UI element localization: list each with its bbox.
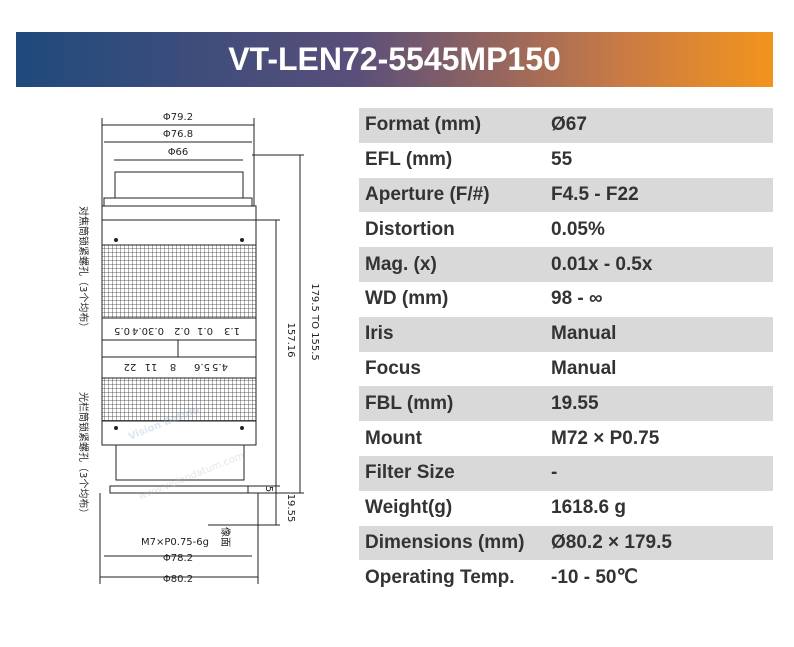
spec-label: Dimensions (mm) [365, 531, 525, 553]
spec-row: Filter Size - [359, 455, 773, 491]
spec-value: 0.01x - 0.5x [551, 253, 653, 275]
spec-label: Format (mm) [365, 114, 482, 136]
spec-row: Mount M72 × P0.75 [359, 421, 773, 456]
watermark-text: www.visiondatum.com [137, 450, 246, 503]
focus-scale: 0.1 [197, 325, 213, 336]
spec-row: Operating Temp. -10 - 50℃ [359, 560, 773, 595]
spec-label: Distortion [365, 218, 455, 240]
spec-table: Format (mm) Ø67 EFL (mm) 55 Aperture (F/#) F4… [359, 108, 773, 595]
dimension-label: M7×P0.75-6g [141, 537, 209, 548]
aperture-scale: 8 [170, 361, 176, 372]
focus-scale: 0.5 [114, 325, 130, 336]
dimension-label: 19.55 [285, 494, 296, 523]
dimension-label: 157.16 [285, 323, 296, 358]
dimension-label: Φ66 [168, 147, 189, 158]
spec-value: - [551, 462, 558, 484]
spec-label: EFL (mm) [365, 149, 453, 171]
spec-label: FBL (mm) [365, 392, 454, 414]
spec-value: 55 [551, 149, 573, 171]
spec-value: 0.05% [551, 218, 605, 240]
spec-row: Weight(g) 1618.6 g [359, 491, 773, 526]
spec-label: Aperture (F/#) [365, 183, 490, 205]
aperture-scale: 5.6 [194, 361, 210, 372]
spec-row: WD (mm) 98 - ∞ [359, 282, 773, 317]
dimension-label: Φ78.2 [163, 553, 193, 564]
spec-value: Manual [551, 323, 617, 345]
dimension-label: Φ79.2 [163, 112, 193, 123]
dimension-label: 179.5 TO 155.5 [309, 283, 320, 361]
spec-label: WD (mm) [365, 288, 449, 310]
spec-row: EFL (mm) 55 [359, 143, 773, 178]
spec-row: FBL (mm) 19.55 [359, 386, 773, 422]
spec-value: 19.55 [551, 392, 599, 414]
aperture-scale: 22 [124, 361, 137, 372]
lens-outline [101, 171, 257, 494]
spec-value: Ø67 [551, 114, 587, 136]
spec-row: Iris Manual [359, 316, 773, 352]
spec-value: M72 × P0.75 [551, 427, 660, 449]
focus-scale: 0.3 [148, 325, 164, 336]
spec-label: Focus [365, 357, 421, 379]
spec-row: Dimensions (mm) Ø80.2 × 179.5 [359, 525, 773, 561]
spec-label: Filter Size [365, 462, 455, 484]
dimension-lines [99, 118, 304, 584]
spec-value: Manual [551, 357, 617, 379]
spec-row: Format (mm) Ø67 [359, 108, 773, 143]
drawing-labels: Φ79.2 Φ76.8 Φ66 179.5 TO 155.5 157.16 5 19.55 M… [77, 112, 320, 585]
note: 光栏筒锁紧螺孔（3个均布） [77, 392, 90, 518]
spec-row: Focus Manual [359, 352, 773, 387]
spec-value: 98 - ∞ [551, 288, 603, 310]
spec-label: Iris [365, 323, 394, 345]
focus-scale: 0.2 [174, 325, 190, 336]
dimension-label: 像面 [219, 527, 231, 547]
title: VT-LEN72-5545MP150 [16, 32, 773, 87]
spec-row: Distortion 0.05% [359, 212, 773, 247]
focus-scale: 1.3 [224, 325, 240, 336]
spec-value: 1618.6 g [551, 497, 626, 519]
spec-row: Aperture (F/#) F4.5 - F22 [359, 177, 773, 213]
note: 对焦筒锁紧螺孔（3个均布） [77, 206, 90, 332]
dimension-label: Φ80.2 [163, 574, 193, 585]
spec-label: Mag. (x) [365, 253, 437, 275]
spec-value: -10 - 50℃ [551, 567, 638, 589]
spec-value: F4.5 - F22 [551, 183, 639, 205]
spec-row: Mag. (x) 0.01x - 0.5x [359, 247, 773, 282]
spec-label: Weight(g) [365, 497, 453, 519]
aperture-scale: 11 [145, 361, 158, 372]
spec-label: Mount [365, 427, 422, 449]
dimension-label: 5 [263, 486, 274, 492]
spec-value: Ø80.2 × 179.5 [551, 531, 672, 553]
aperture-scale: 4.5 [212, 361, 228, 372]
dimension-label: Φ76.8 [163, 129, 193, 140]
focus-scale: 0.4 [132, 325, 148, 336]
spec-label: Operating Temp. [365, 566, 515, 588]
